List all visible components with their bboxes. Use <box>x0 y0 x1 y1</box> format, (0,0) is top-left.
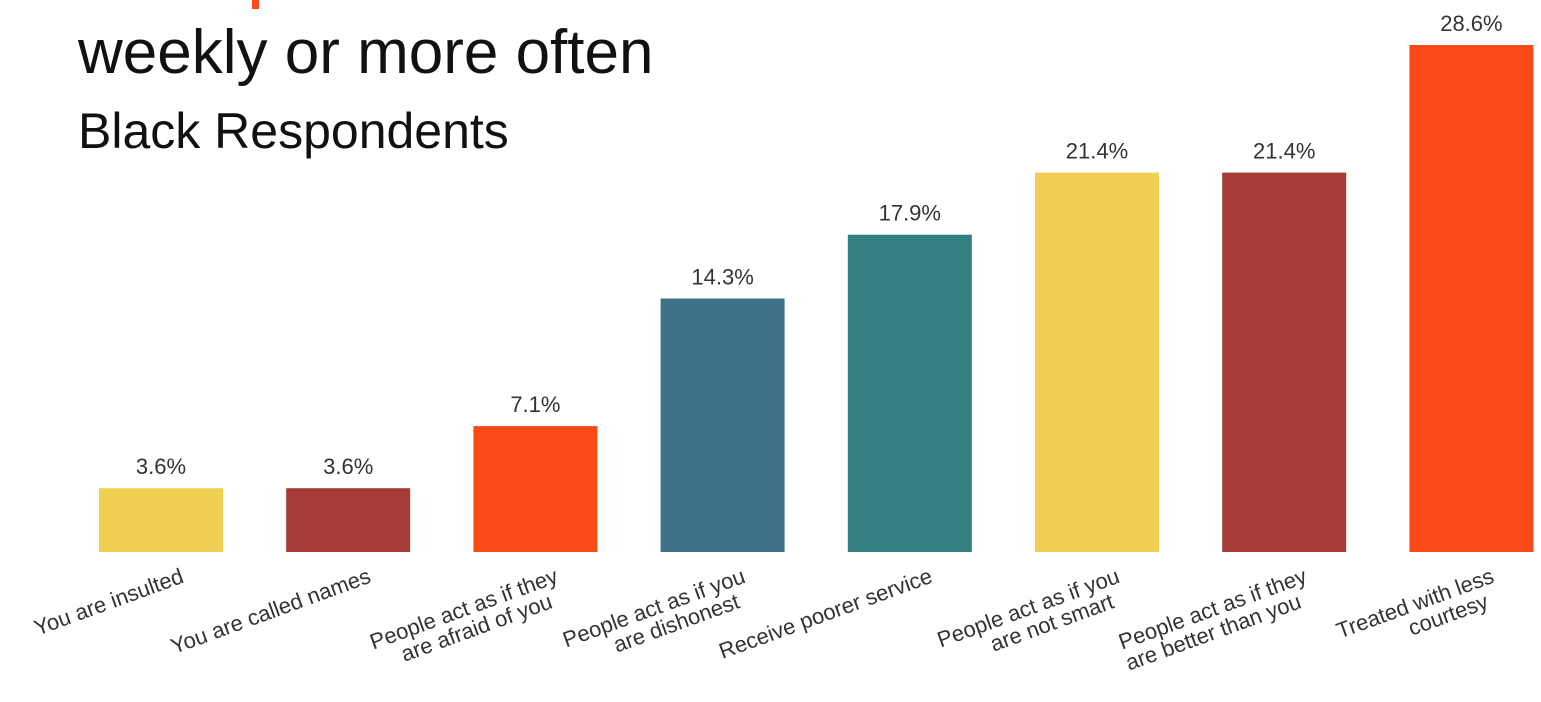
bar <box>1409 45 1534 552</box>
bar-value-label: 17.9% <box>879 201 941 226</box>
bar-value-label: 28.6% <box>1440 11 1502 36</box>
bar <box>286 488 411 552</box>
category-label-line: You are called names <box>167 563 374 659</box>
bar <box>660 298 785 552</box>
bars-group <box>99 45 1534 552</box>
chart-subtitle: Black Respondents <box>78 103 509 159</box>
value-labels-group: 3.6% 3.6% 7.1% 14.3% 17.9% 21.4% 21.4% 28.6% <box>136 11 1503 479</box>
bar <box>473 426 598 552</box>
chart-title: weekly or more often <box>78 18 654 87</box>
bar-value-label: 3.6% <box>136 454 186 479</box>
bar-value-label: 21.4% <box>1253 139 1315 164</box>
bar-value-label: 7.1% <box>510 392 560 417</box>
bar <box>99 488 223 552</box>
category-label: You are insulted <box>31 563 187 640</box>
category-label-line: Receive poorer service <box>716 563 936 663</box>
bar-value-label: 3.6% <box>323 454 373 479</box>
bar-value-label: 14.3% <box>691 265 753 290</box>
bar <box>847 234 972 552</box>
bar <box>1222 172 1347 552</box>
category-label-line: You are insulted <box>31 563 187 640</box>
bar-value-label: 21.4% <box>1066 139 1128 164</box>
accent-mark <box>252 0 259 9</box>
bar <box>1035 172 1159 552</box>
category-label: You are called names <box>167 563 374 659</box>
category-label: Receive poorer service <box>716 563 936 663</box>
